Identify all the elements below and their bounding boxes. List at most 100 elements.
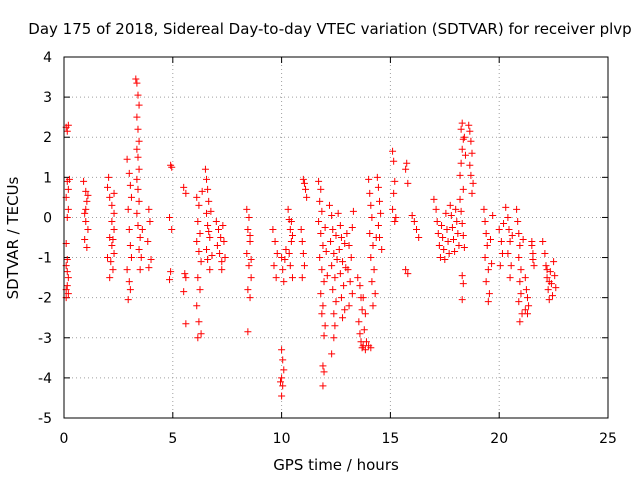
data-point: [243, 250, 251, 258]
data-point: [110, 189, 118, 197]
data-point: [247, 256, 255, 264]
data-point: [361, 310, 369, 318]
data-point: [244, 328, 252, 336]
x-tick-label: 15: [381, 431, 399, 447]
y-tick-label: -4: [38, 371, 52, 387]
data-point: [110, 250, 118, 258]
data-point: [299, 250, 307, 258]
data-point: [147, 256, 155, 264]
data-point: [368, 213, 376, 221]
data-point: [378, 246, 386, 254]
data-point: [504, 250, 512, 258]
data-point: [368, 278, 376, 286]
data-point: [206, 266, 214, 274]
data-point: [460, 244, 468, 252]
data-point: [468, 149, 476, 157]
data-point: [489, 211, 497, 219]
data-point: [450, 236, 458, 244]
data-point: [127, 193, 135, 201]
data-point: [486, 236, 494, 244]
data-point: [297, 225, 305, 233]
data-point: [206, 234, 214, 241]
data-point: [316, 197, 324, 205]
data-point: [82, 187, 90, 195]
data-point: [356, 282, 364, 290]
data-point: [282, 246, 290, 254]
data-points: [62, 75, 560, 400]
data-point: [318, 207, 326, 215]
data-point: [106, 274, 114, 282]
data-point: [298, 274, 306, 282]
data-point: [193, 193, 201, 201]
y-tick-label: 1: [43, 170, 52, 186]
data-point: [545, 296, 553, 304]
data-point: [322, 248, 330, 256]
data-point: [328, 262, 336, 270]
data-point: [203, 175, 211, 183]
data-point: [459, 231, 467, 239]
data-point: [500, 219, 508, 227]
data-point: [333, 256, 341, 264]
data-point: [513, 205, 521, 213]
data-point: [458, 272, 466, 280]
data-point: [481, 254, 489, 262]
data-point: [367, 344, 375, 352]
data-point: [134, 221, 142, 229]
data-point: [300, 179, 308, 187]
data-point: [123, 155, 131, 163]
data-point: [517, 290, 525, 298]
data-point: [543, 266, 551, 274]
data-point: [288, 231, 296, 239]
plot-frame: [63, 56, 609, 419]
data-point: [458, 145, 466, 153]
data-point: [448, 223, 456, 231]
data-point: [134, 91, 142, 99]
data-point: [550, 258, 558, 266]
data-point: [466, 161, 474, 169]
y-tick-label: 4: [43, 50, 52, 66]
data-point: [481, 217, 489, 225]
data-point: [320, 332, 328, 340]
data-point: [166, 276, 174, 284]
data-point: [104, 183, 112, 191]
data-point: [541, 250, 549, 258]
data-point: [438, 221, 446, 229]
data-point: [146, 217, 154, 225]
data-point: [332, 231, 340, 239]
data-point: [390, 189, 398, 197]
data-point: [484, 298, 492, 306]
data-point: [318, 266, 326, 274]
data-point: [133, 209, 141, 217]
data-point: [515, 254, 523, 262]
data-point: [329, 286, 337, 294]
data-point: [110, 209, 118, 217]
data-point: [299, 175, 307, 183]
x-tick-label: 5: [168, 431, 177, 447]
data-point: [279, 356, 287, 364]
data-point: [284, 205, 292, 213]
data-point: [218, 258, 226, 266]
data-point: [455, 242, 463, 250]
data-point: [126, 286, 134, 294]
data-point: [64, 121, 72, 129]
data-point: [81, 236, 89, 244]
data-point: [195, 201, 203, 209]
data-point: [64, 185, 72, 193]
data-point: [213, 242, 221, 250]
data-point: [325, 201, 333, 209]
data-point: [442, 209, 450, 217]
data-point: [135, 197, 143, 205]
data-point: [347, 254, 355, 262]
data-point: [166, 213, 174, 221]
data-point: [286, 225, 294, 233]
data-point: [82, 217, 90, 225]
data-point: [443, 225, 451, 233]
data-point: [415, 234, 423, 241]
data-point: [135, 165, 143, 173]
data-point: [329, 225, 337, 233]
data-point: [505, 225, 513, 233]
data-point: [321, 223, 329, 231]
data-point: [451, 248, 459, 256]
data-point: [271, 238, 279, 246]
data-point: [204, 256, 212, 264]
